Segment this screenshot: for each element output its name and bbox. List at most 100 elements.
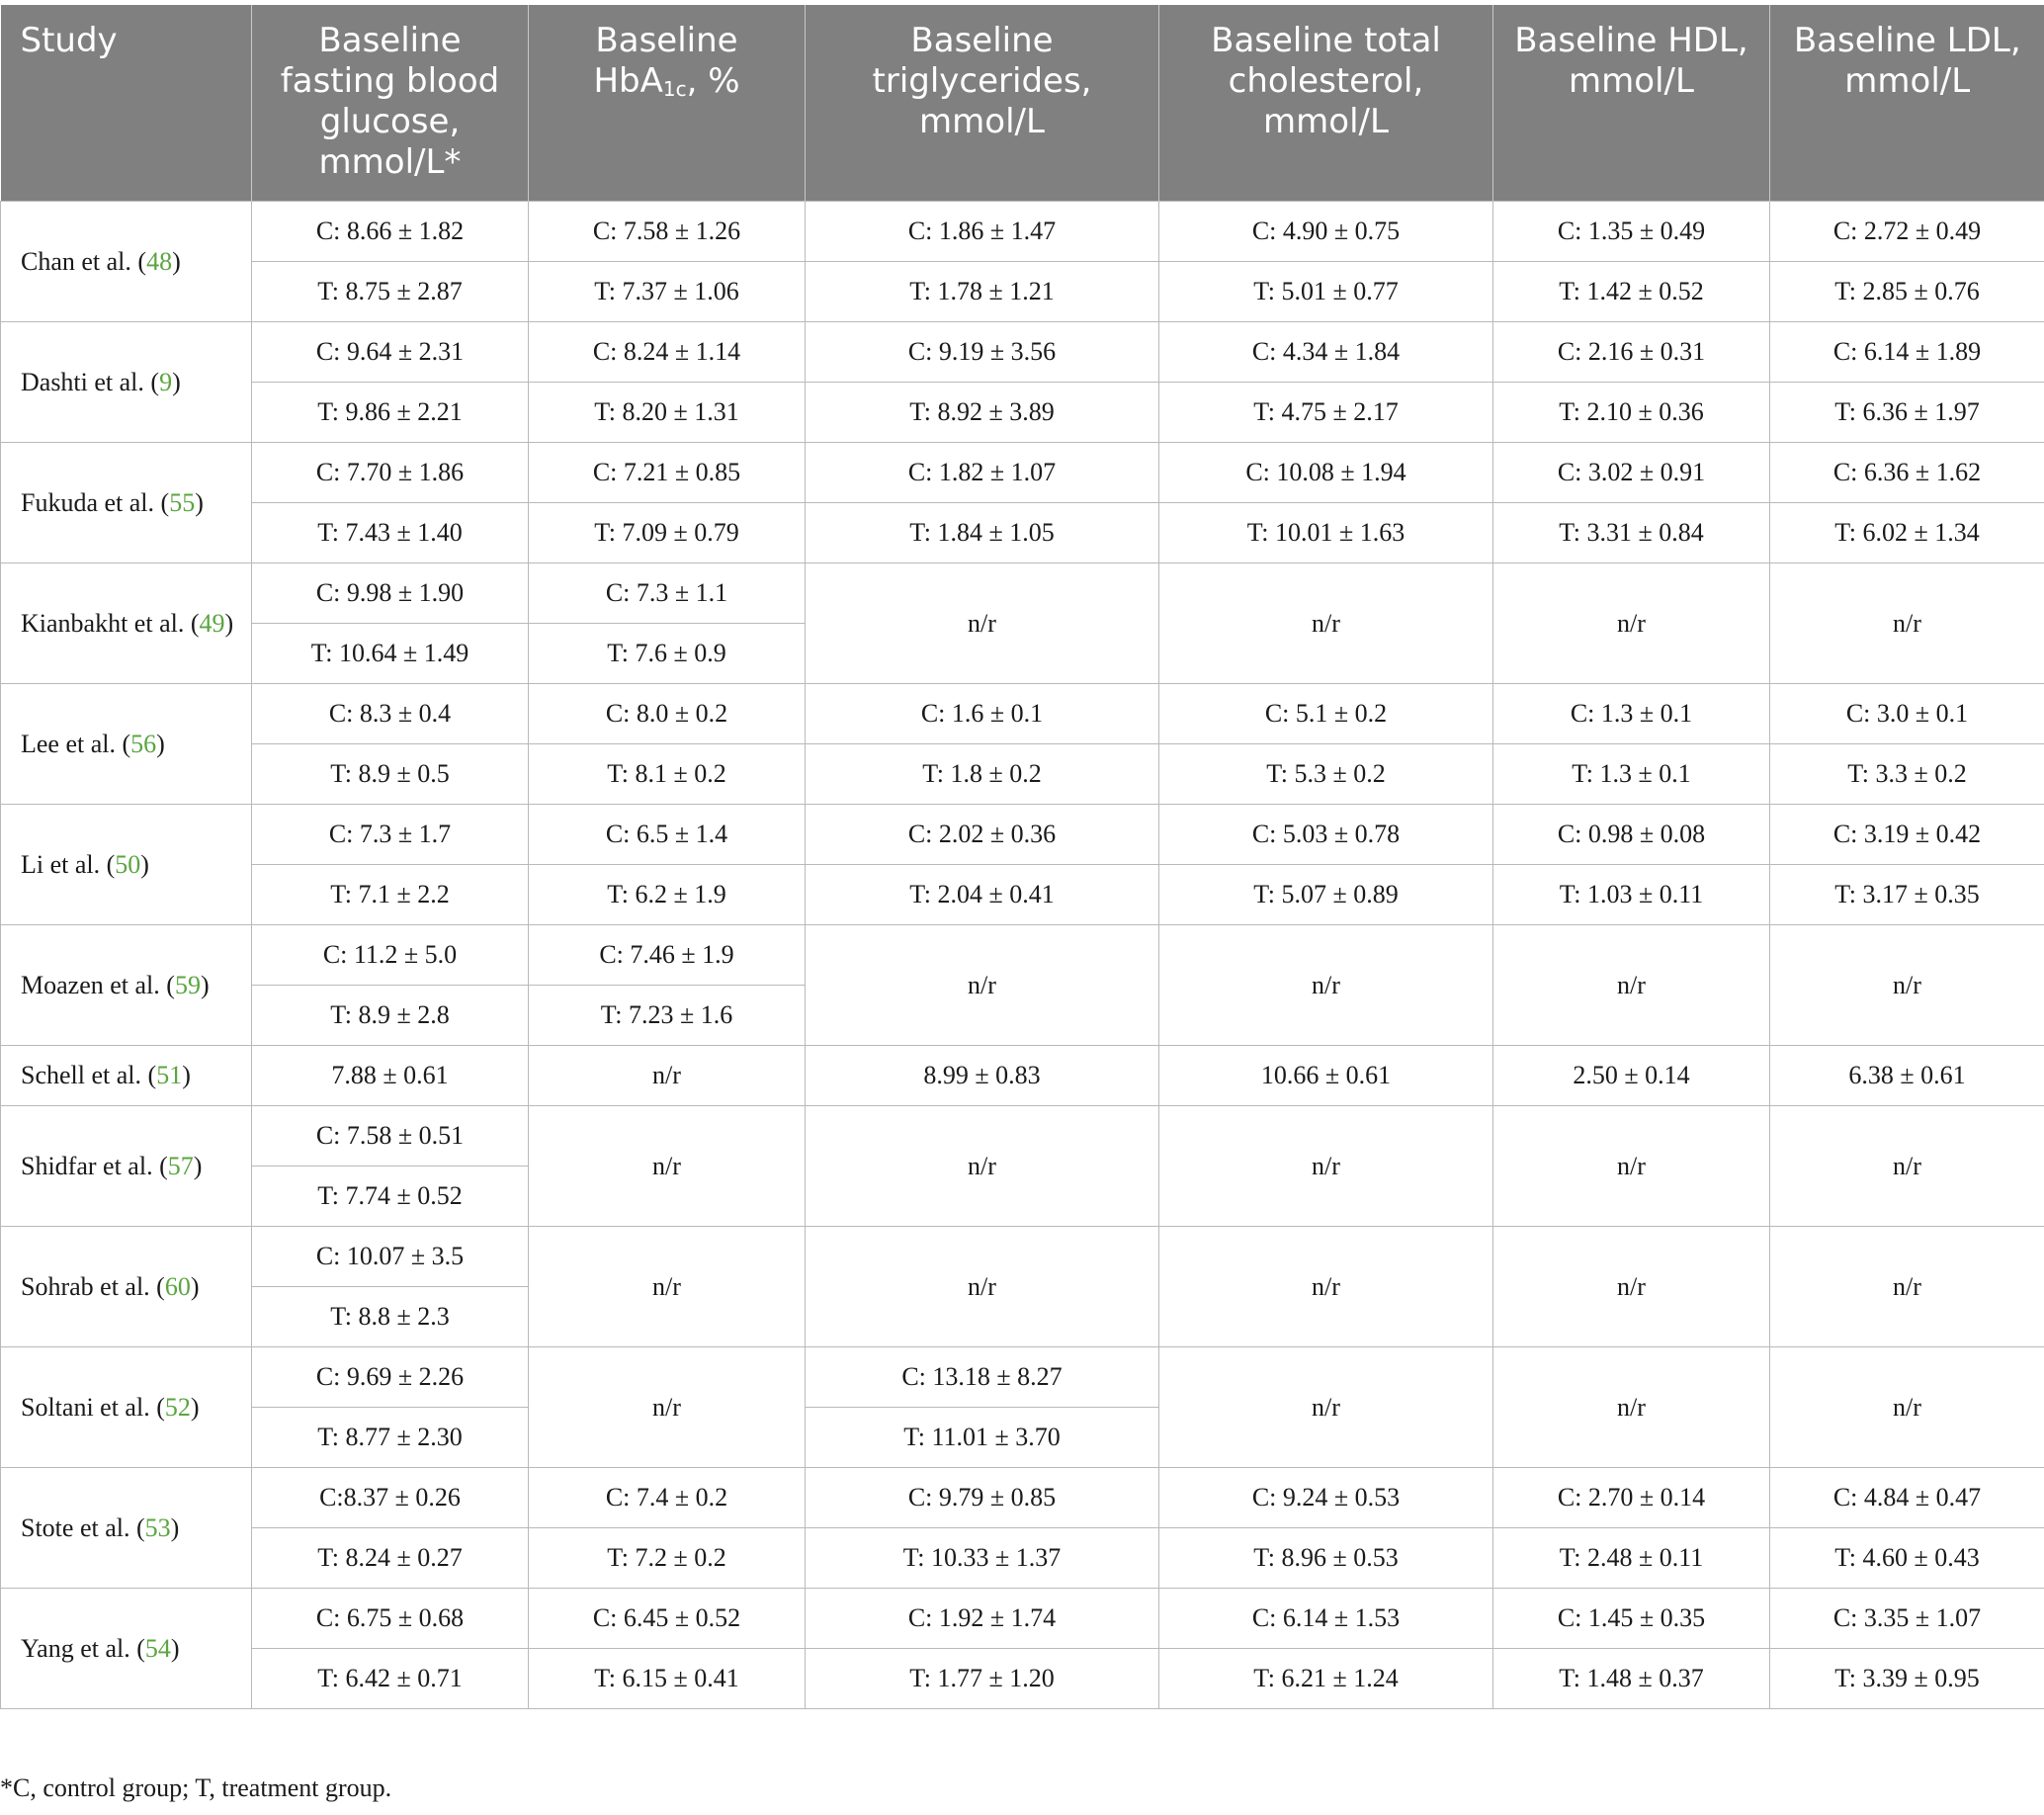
reference-link[interactable]: 51 bbox=[156, 1061, 183, 1089]
reference-link[interactable]: 55 bbox=[169, 487, 196, 517]
cell-hba1c-treatment: T: 7.37 ± 1.06 bbox=[528, 261, 806, 322]
reference-link[interactable]: 50 bbox=[115, 849, 141, 879]
reference-link[interactable]: 60 bbox=[164, 1271, 191, 1301]
cell-fbg-treatment: T: 7.43 ± 1.40 bbox=[251, 502, 529, 563]
table-row: Lee et al. (56) C: 8.3 ± 0.4 C: 8.0 ± 0.2 C… bbox=[0, 683, 2044, 805]
cell-ldl-treatment: T: 2.85 ± 0.76 bbox=[1769, 261, 2044, 322]
reference-link[interactable]: 53 bbox=[144, 1512, 171, 1542]
cell-hdl-control: C: 2.70 ± 0.14 bbox=[1492, 1467, 1770, 1528]
cell-fbg-control: C: 7.58 ± 0.51 bbox=[251, 1105, 529, 1167]
cell-hba1c-control: C: 7.4 ± 0.2 bbox=[528, 1467, 806, 1528]
study-name: Li et al. ( bbox=[21, 849, 116, 879]
study-cell: Lee et al. (56) bbox=[0, 683, 252, 805]
cell-hdl-treatment: T: 1.03 ± 0.11 bbox=[1492, 864, 1770, 925]
cell-hdl-treatment: T: 2.10 ± 0.36 bbox=[1492, 382, 1770, 443]
header-total-cholesterol: Baseline total cholesterol, mmol/L bbox=[1158, 5, 1493, 202]
study-name: Schell et al. ( bbox=[21, 1061, 157, 1089]
cell-fbg-treatment: T: 8.9 ± 2.8 bbox=[251, 985, 529, 1046]
cell-hdl-treatment: T: 2.48 ± 0.11 bbox=[1492, 1527, 1770, 1589]
reference-link[interactable]: 57 bbox=[167, 1151, 194, 1180]
cell-fbg: 7.88 ± 0.61 bbox=[251, 1045, 529, 1106]
study-cell: Dashti et al. (9) bbox=[0, 321, 252, 443]
cell-hba1c-treatment: T: 8.1 ± 0.2 bbox=[528, 743, 806, 805]
table-row: T: 7.1 ± 2.2 T: 6.2 ± 1.9 T: 2.04 ± 0.41 T:… bbox=[1, 864, 2044, 925]
cell-hdl-treatment: T: 1.42 ± 0.52 bbox=[1492, 261, 1770, 322]
table-row: Sohrab et al. (60) C: 10.07 ± 3.5 n/r n/r n/… bbox=[0, 1226, 2044, 1347]
reference-link[interactable]: 49 bbox=[199, 608, 225, 638]
cell-tg-treatment: T: 2.04 ± 0.41 bbox=[805, 864, 1159, 925]
cell-hba1c-control: C: 8.24 ± 1.14 bbox=[528, 321, 806, 383]
study-cell: Sohrab et al. (60) bbox=[0, 1226, 252, 1347]
table-row: Li et al. (50) C: 7.3 ± 1.7 C: 6.5 ± 1.4 C:… bbox=[0, 804, 2044, 925]
cell-fbg-control: C: 9.98 ± 1.90 bbox=[251, 562, 529, 624]
cell-hdl: n/r bbox=[1492, 1346, 1770, 1468]
cell-fbg-treatment: T: 8.9 ± 0.5 bbox=[251, 743, 529, 805]
table-row: T: 8.75 ± 2.87 T: 7.37 ± 1.06 T: 1.78 ± 1.… bbox=[1, 261, 2044, 322]
cell-hba1c-control: C: 6.45 ± 0.52 bbox=[528, 1588, 806, 1649]
study-name: Moazen et al. ( bbox=[21, 970, 175, 999]
baseline-characteristics-table: Study Baseline fasting blood glucose, mm… bbox=[0, 5, 2044, 1709]
cell-hdl-treatment: T: 1.3 ± 0.1 bbox=[1492, 743, 1770, 805]
reference-link[interactable]: 48 bbox=[146, 246, 173, 276]
data-table-container: Study Baseline fasting blood glucose, mm… bbox=[0, 5, 2044, 1709]
table-row: Stote et al. (53) C:8.37 ± 0.26 C: 7.4 ± 0… bbox=[0, 1467, 2044, 1589]
table-footnote: *C, control group; T, treatment group. bbox=[0, 1773, 392, 1802]
cell-tc: n/r bbox=[1158, 1105, 1493, 1227]
header-fasting-glucose: Baseline fasting blood glucose, mmol/L* bbox=[251, 5, 529, 202]
study-name-close: ) bbox=[190, 1392, 200, 1422]
cell-tc-treatment: T: 10.01 ± 1.63 bbox=[1158, 502, 1493, 563]
cell-tg-treatment: T: 1.8 ± 0.2 bbox=[805, 743, 1159, 805]
cell-hdl: 2.50 ± 0.14 bbox=[1492, 1045, 1770, 1106]
table-row: Shidfar et al. (57) C: 7.58 ± 0.51 n/r n/r n… bbox=[0, 1105, 2044, 1227]
cell-ldl-control: C: 3.19 ± 0.42 bbox=[1769, 804, 2044, 865]
header-hdl: Baseline HDL, mmol/L bbox=[1492, 5, 1770, 202]
table-row: T: 9.86 ± 2.21 T: 8.20 ± 1.31 T: 8.92 ± 3.… bbox=[1, 382, 2044, 443]
reference-link[interactable]: 9 bbox=[159, 367, 173, 396]
table-row: Fukuda et al. (55) C: 7.70 ± 1.86 C: 7.21 … bbox=[0, 442, 2044, 563]
cell-hba1c-treatment: T: 8.20 ± 1.31 bbox=[528, 382, 806, 443]
cell-hdl: n/r bbox=[1492, 924, 1770, 1046]
cell-tc-control: C: 5.03 ± 0.78 bbox=[1158, 804, 1493, 865]
reference-link[interactable]: 52 bbox=[164, 1392, 191, 1422]
study-cell: Moazen et al. (59) bbox=[0, 924, 252, 1046]
study-name-close: ) bbox=[170, 1633, 180, 1663]
cell-hba1c-treatment: T: 7.6 ± 0.9 bbox=[528, 623, 806, 684]
cell-fbg-control: C: 7.70 ± 1.86 bbox=[251, 442, 529, 503]
study-name-close: ) bbox=[200, 970, 210, 999]
table-row: Dashti et al. (9) C: 9.64 ± 2.31 C: 8.24 ±… bbox=[0, 321, 2044, 443]
cell-hdl-control: C: 1.45 ± 0.35 bbox=[1492, 1588, 1770, 1649]
cell-tc-control: C: 9.24 ± 0.53 bbox=[1158, 1467, 1493, 1528]
study-cell: Soltani et al. (52) bbox=[0, 1346, 252, 1468]
cell-ldl: n/r bbox=[1769, 562, 2044, 684]
study-cell: Yang et al. (54) bbox=[0, 1588, 252, 1709]
cell-fbg-treatment: T: 10.64 ± 1.49 bbox=[251, 623, 529, 684]
study-name-close: ) bbox=[182, 1061, 191, 1089]
reference-link[interactable]: 54 bbox=[144, 1633, 171, 1663]
cell-fbg-treatment: T: 8.77 ± 2.30 bbox=[251, 1407, 529, 1468]
cell-tg-control: C: 2.02 ± 0.36 bbox=[805, 804, 1159, 865]
reference-link[interactable]: 56 bbox=[130, 729, 157, 758]
cell-tg: n/r bbox=[805, 562, 1159, 684]
cell-tc-treatment: T: 5.3 ± 0.2 bbox=[1158, 743, 1493, 805]
cell-hdl-treatment: T: 3.31 ± 0.84 bbox=[1492, 502, 1770, 563]
cell-hba1c: n/r bbox=[528, 1346, 806, 1468]
study-name-close: ) bbox=[224, 608, 234, 638]
cell-fbg-treatment: T: 6.42 ± 0.71 bbox=[251, 1648, 529, 1709]
cell-hba1c: n/r bbox=[528, 1045, 806, 1106]
cell-tc: n/r bbox=[1158, 1346, 1493, 1468]
cell-tg-control: C: 9.79 ± 0.85 bbox=[805, 1467, 1159, 1528]
cell-ldl-control: C: 3.35 ± 1.07 bbox=[1769, 1588, 2044, 1649]
study-name-close: ) bbox=[156, 729, 165, 758]
cell-ldl: n/r bbox=[1769, 1105, 2044, 1227]
study-name: Lee et al. ( bbox=[21, 729, 131, 758]
cell-hba1c-control: C: 7.46 ± 1.9 bbox=[528, 924, 806, 986]
study-name: Yang et al. ( bbox=[21, 1633, 145, 1663]
cell-hba1c-control: C: 7.58 ± 1.26 bbox=[528, 201, 806, 262]
cell-ldl-treatment: T: 4.60 ± 0.43 bbox=[1769, 1527, 2044, 1589]
table-header: Study Baseline fasting blood glucose, mm… bbox=[0, 5, 2044, 202]
study-name: Chan et al. ( bbox=[21, 246, 147, 276]
cell-tg-treatment: T: 1.84 ± 1.05 bbox=[805, 502, 1159, 563]
reference-link[interactable]: 59 bbox=[174, 970, 201, 999]
cell-tc-control: C: 5.1 ± 0.2 bbox=[1158, 683, 1493, 744]
header-triglycerides: Baseline triglycerides, mmol/L bbox=[805, 5, 1159, 202]
